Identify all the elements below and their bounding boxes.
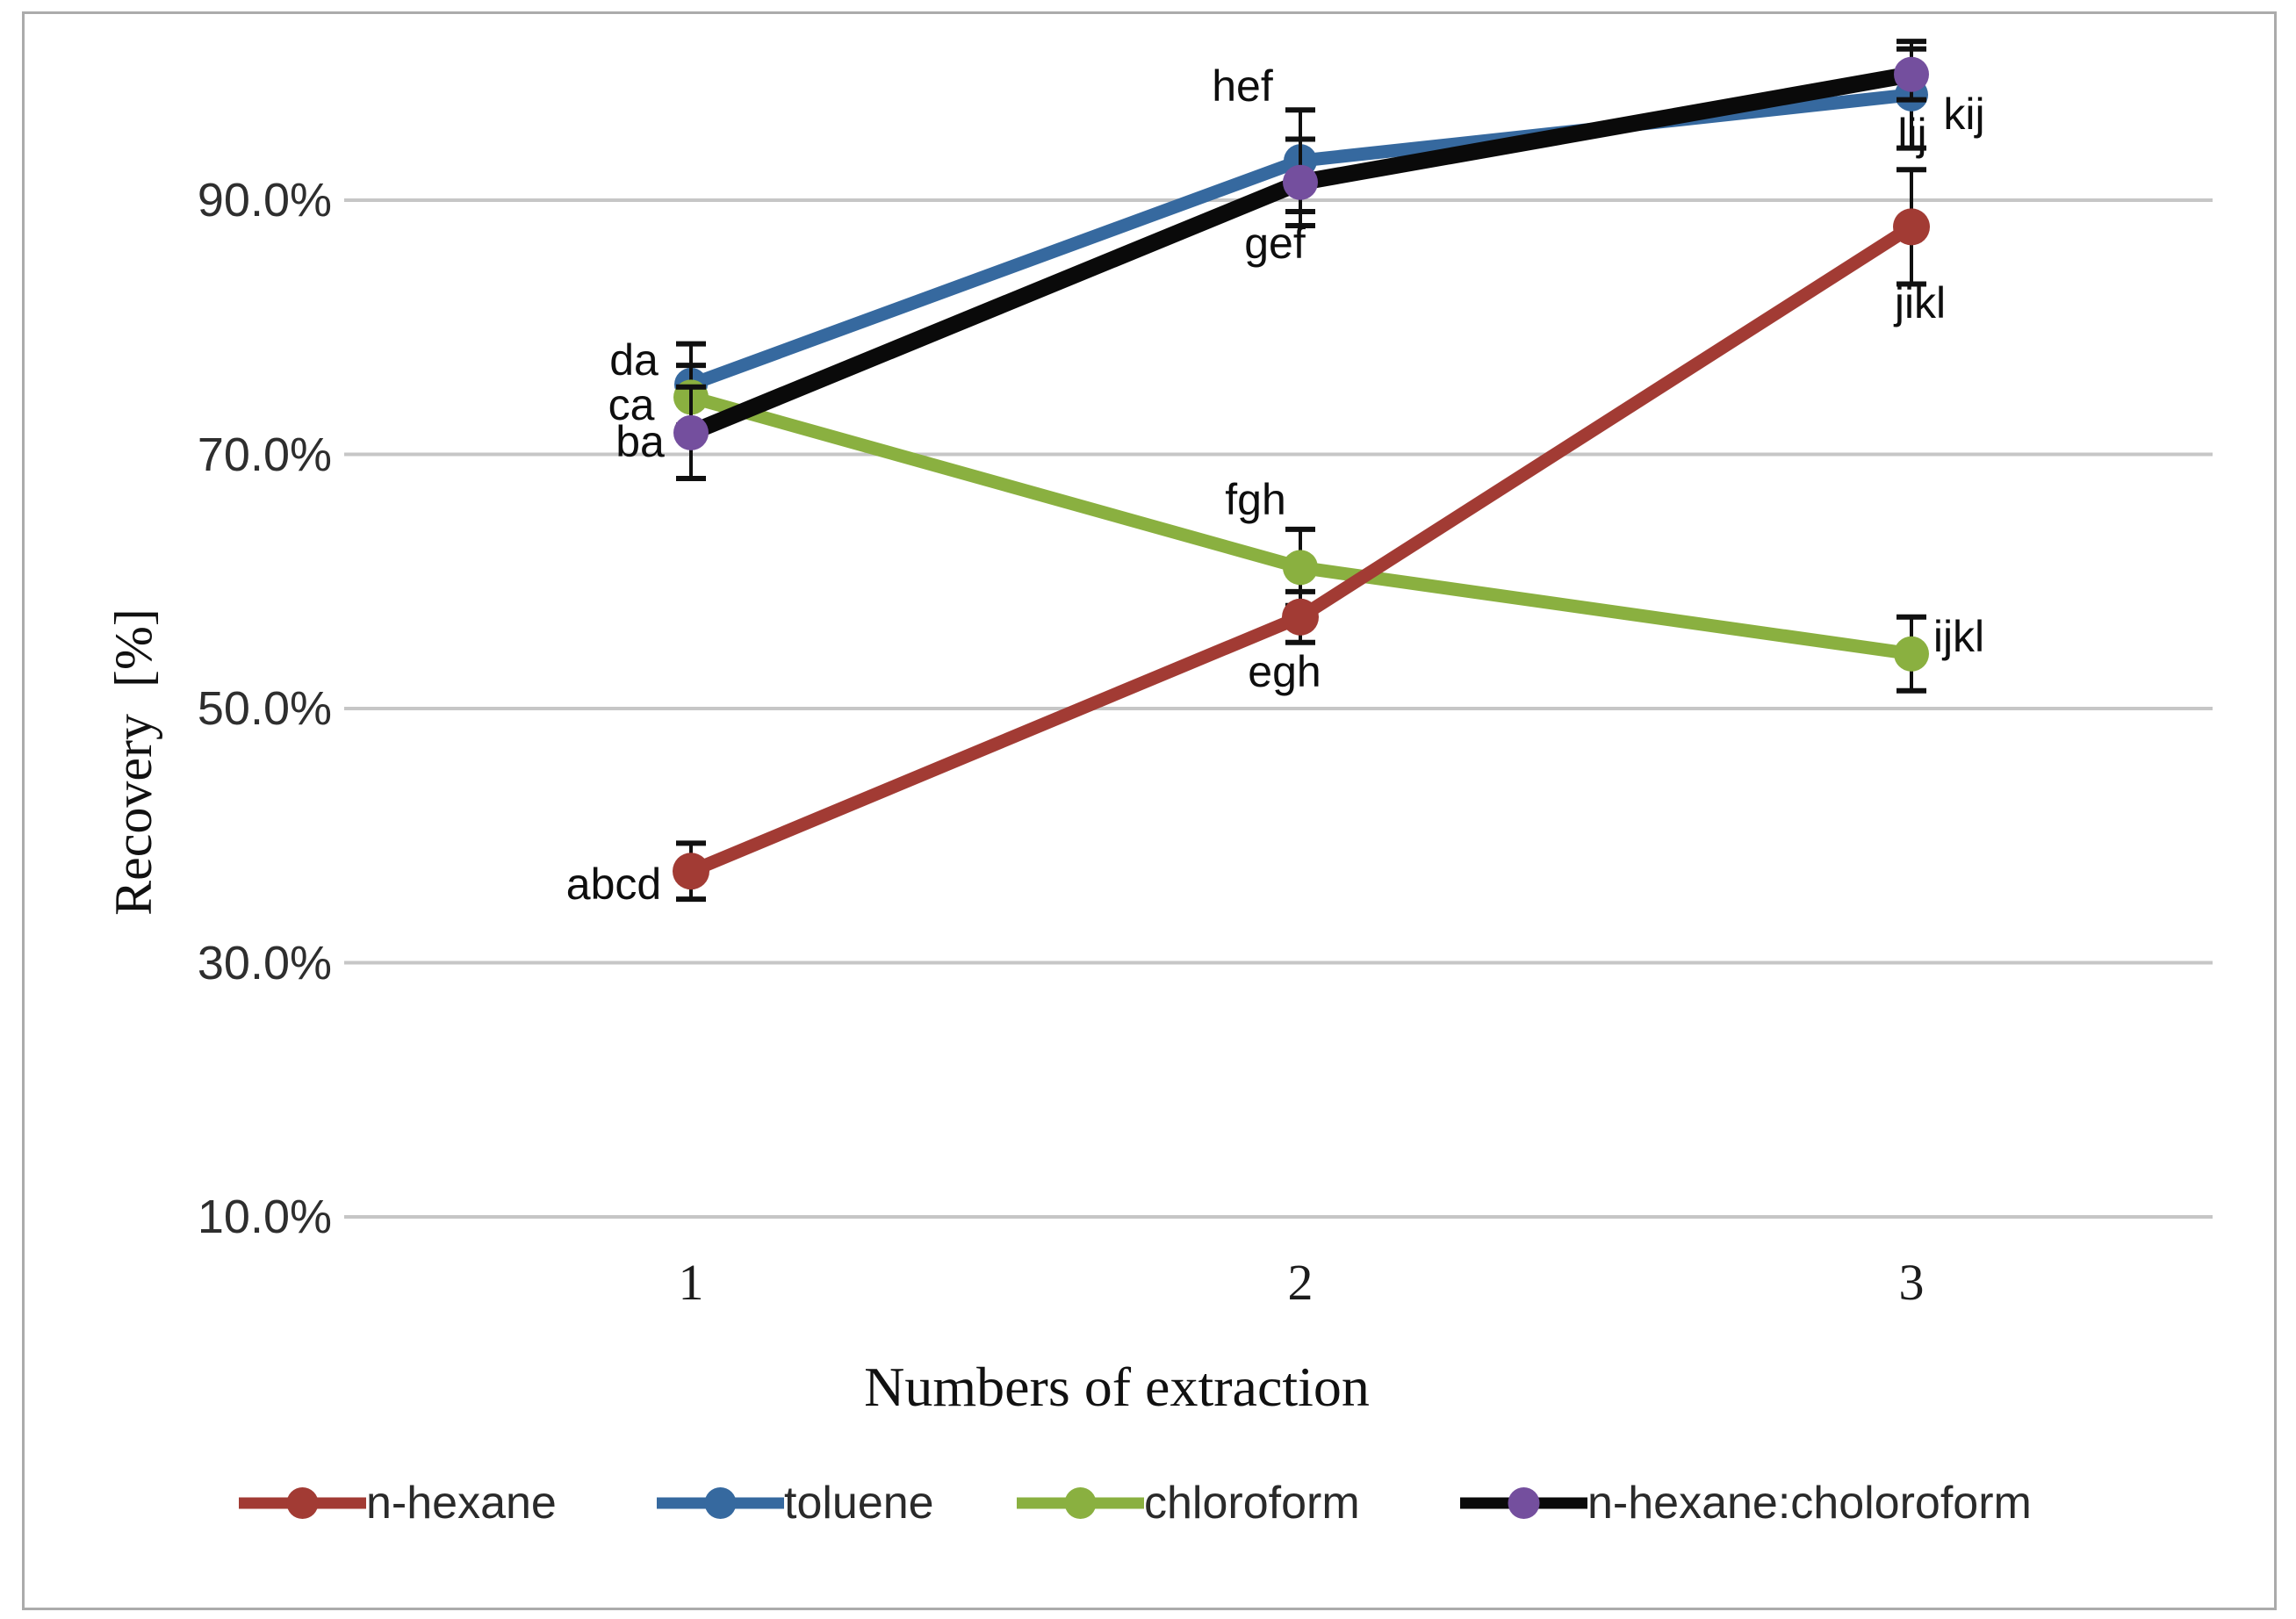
figure-border (22, 11, 2277, 1610)
y-tick-label-10.0%: 10.0% (197, 1191, 332, 1243)
point-label-lij: lij (1897, 109, 1927, 159)
legend-item-toluene: toluene (657, 1480, 934, 1526)
x-tick-label-1: 1 (678, 1254, 704, 1311)
y-tick-label-30.0%: 30.0% (197, 936, 332, 989)
point-label-da: da (609, 335, 659, 385)
point-n-hexane:choloroform-1 (673, 414, 709, 450)
point-label-ca: ca (608, 380, 655, 430)
point-n-hexane:choloroform-2 (1283, 164, 1318, 200)
legend-swatch-toluene (657, 1487, 784, 1519)
y-axis-title: Recovery [%] (104, 608, 162, 916)
legend-label: n-hexane:choloroform (1587, 1478, 2032, 1529)
legend-item-chloroform: chloroform (1017, 1480, 1360, 1526)
point-label-fgh: fgh (1225, 475, 1286, 525)
legend-item-n-hexane:choloroform: n-hexane:choloroform (1460, 1480, 2032, 1526)
point-chloroform-2 (1283, 550, 1318, 586)
point-label-kij: kij (1943, 89, 1985, 139)
x-axis-title: Numbers of extraction (864, 1356, 1370, 1418)
legend-swatch-chloroform (1017, 1487, 1144, 1519)
y-tick-label-90.0%: 90.0% (197, 174, 332, 227)
legend-label: n-hexane (366, 1478, 557, 1529)
legend-item-n-hexane: n-hexane (239, 1480, 557, 1526)
y-tick-label-50.0%: 50.0% (197, 682, 332, 735)
legend-swatch-n-hexane:choloroform (1460, 1487, 1587, 1519)
point-label-ijkl: ijkl (1933, 611, 1985, 661)
point-chloroform-3 (1894, 636, 1929, 672)
point-n-hexane-3 (1893, 208, 1930, 246)
point-n-hexane-2 (1282, 598, 1319, 636)
point-label-egh: egh (1248, 646, 1321, 696)
point-label-hef: hef (1212, 61, 1273, 112)
point-label-ba: ba (615, 416, 665, 466)
x-tick-label-3: 3 (1898, 1254, 1925, 1311)
point-label-gef: gef (1244, 218, 1306, 268)
x-tick-label-2: 2 (1287, 1254, 1314, 1311)
point-n-hexane-1 (673, 853, 709, 890)
point-label-jikl: jikl (1894, 278, 1947, 328)
legend-label: chloroform (1144, 1478, 1360, 1529)
legend-label: toluene (784, 1478, 934, 1529)
legend-swatch-n-hexane (239, 1487, 366, 1519)
point-n-hexane:choloroform-3 (1894, 56, 1929, 92)
y-tick-label-70.0%: 70.0% (197, 428, 332, 481)
point-label-abcd: abcd (565, 860, 662, 910)
